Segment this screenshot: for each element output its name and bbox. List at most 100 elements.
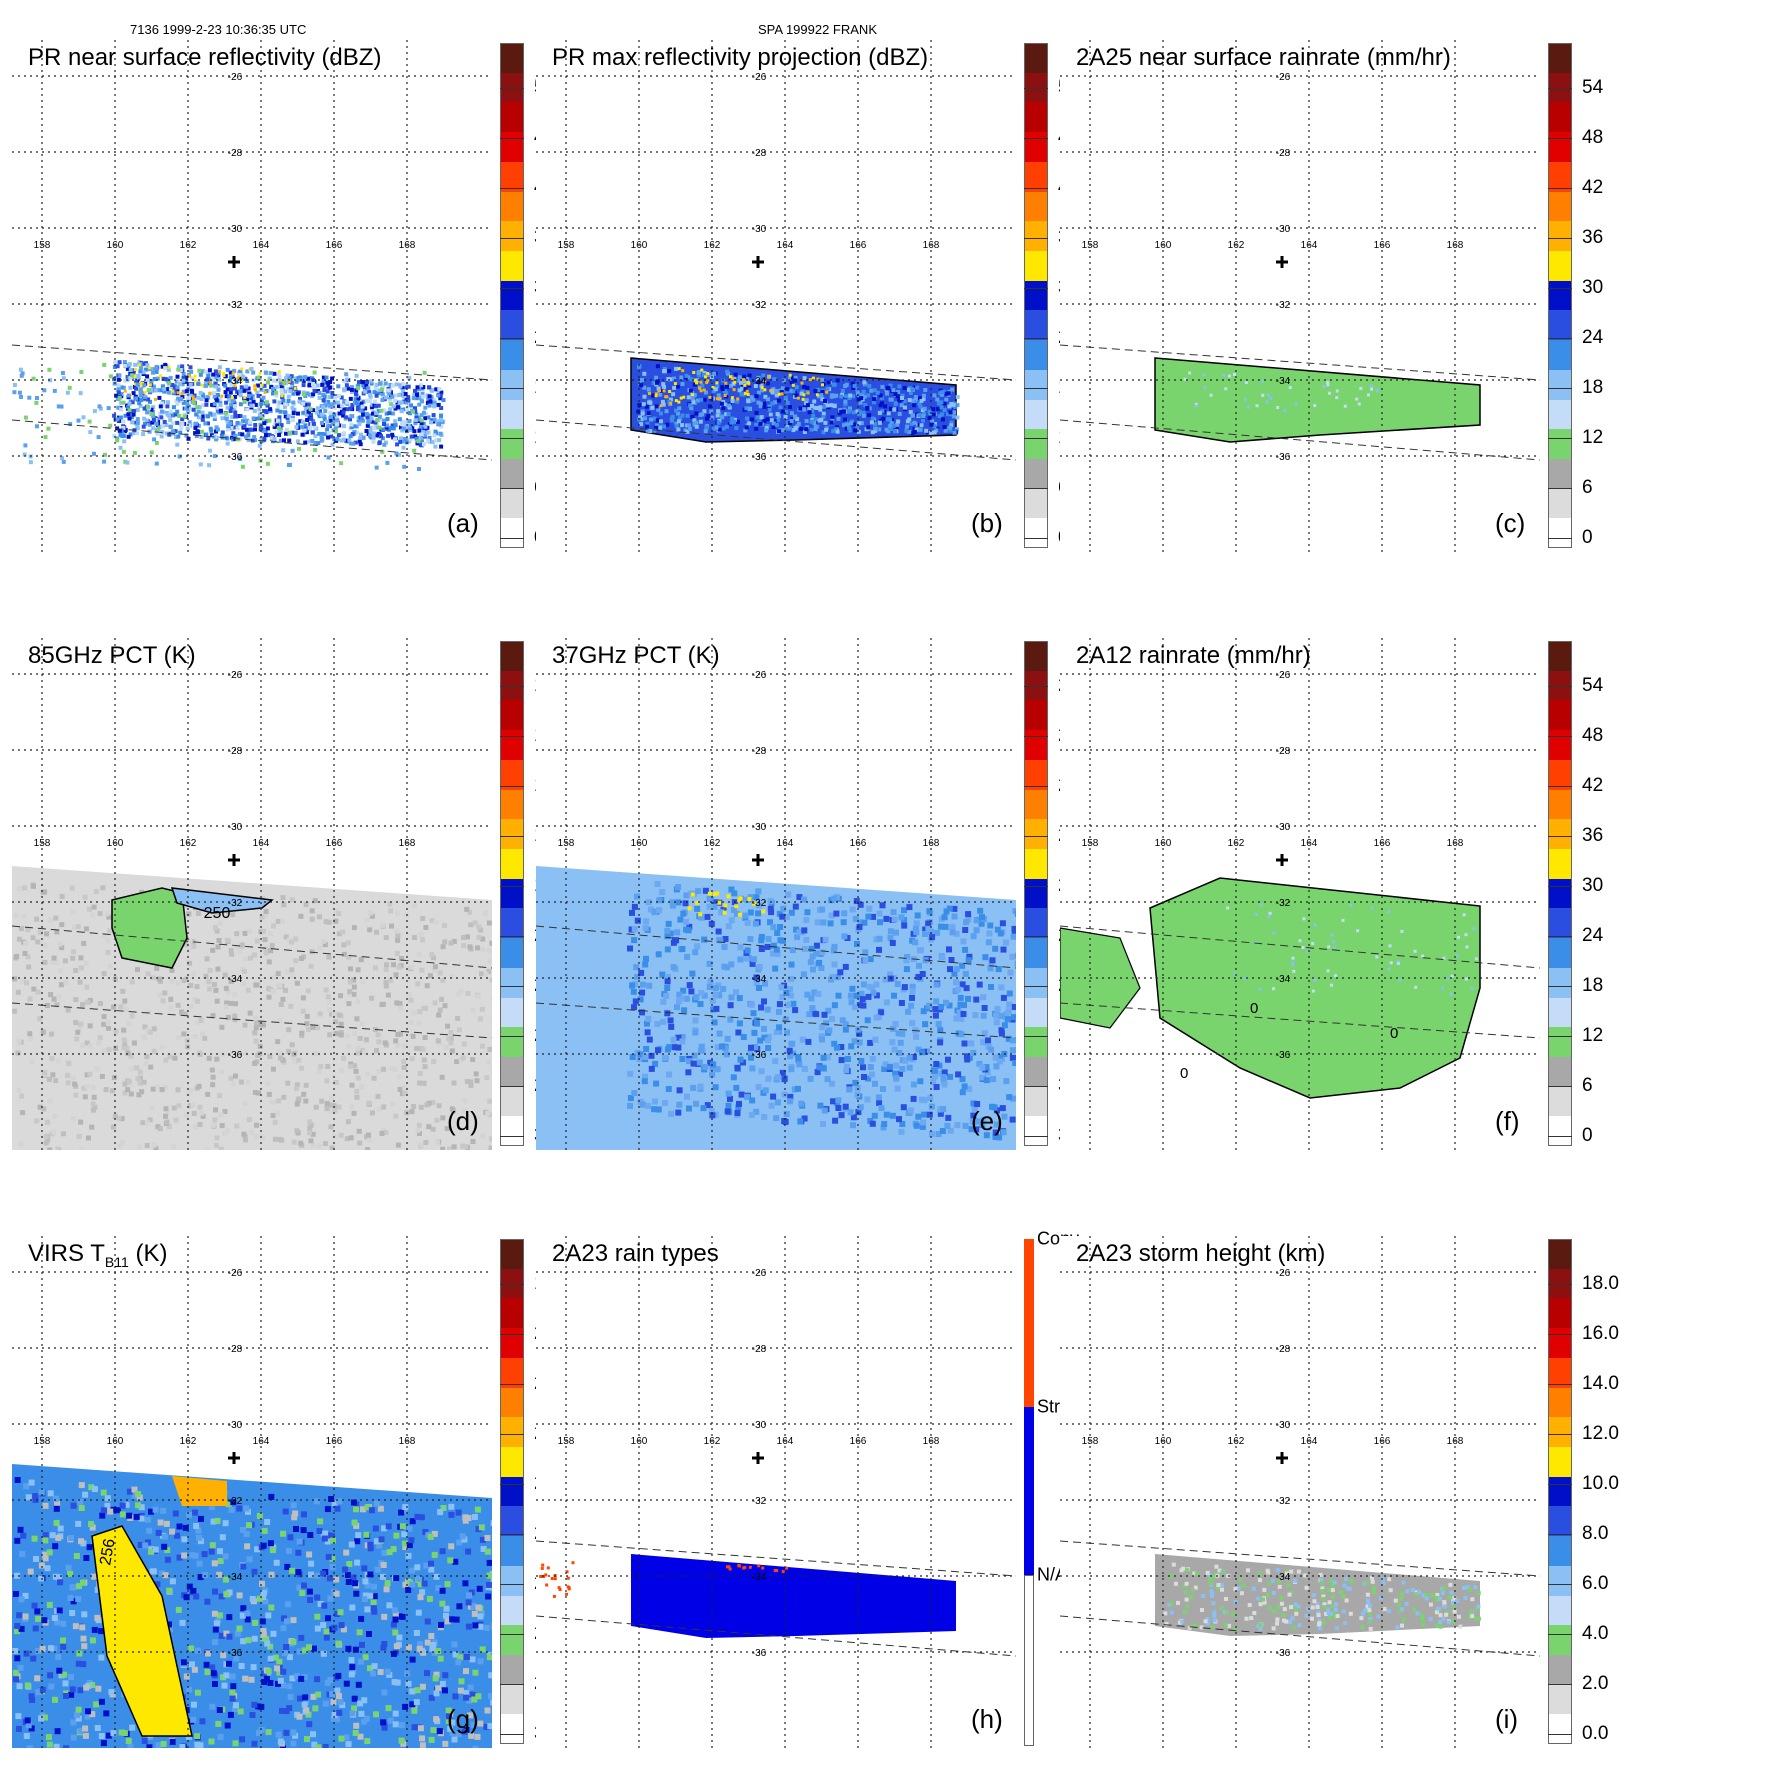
lon-label: 160 xyxy=(107,240,124,251)
colorbar-tick xyxy=(1024,338,1048,339)
colorbar-tick-label: 18.0 xyxy=(1582,1273,1619,1295)
lon-label: 162 xyxy=(180,240,197,251)
storm-center-marker xyxy=(752,854,764,866)
lon-label: 164 xyxy=(253,838,270,849)
lon-label: 160 xyxy=(107,1436,124,1447)
panel-title: PR near surface reflectivity (dBZ) xyxy=(28,44,381,72)
panel-label: (b) xyxy=(971,508,1003,539)
lon-label: 168 xyxy=(923,838,940,849)
colorbar-tick xyxy=(500,488,524,489)
lat-label: -32 xyxy=(228,898,243,909)
lat-label: -34 xyxy=(1276,1572,1291,1583)
colorbar-tick xyxy=(500,1634,524,1635)
colorbar-frame xyxy=(1024,641,1048,1146)
colorbar-tick xyxy=(500,1284,524,1285)
colorbar-tick-label: 12.0 xyxy=(1582,1423,1619,1445)
colorbar-tick xyxy=(1548,138,1572,139)
lon-label: 162 xyxy=(180,838,197,849)
colorbar-tick xyxy=(500,238,524,239)
rain-region xyxy=(1155,358,1480,442)
lat-label: -28 xyxy=(228,148,243,159)
map-grid xyxy=(1060,40,1540,552)
colorbar-tick-label: 6 xyxy=(1582,477,1593,499)
storm-center-marker xyxy=(1276,854,1288,866)
lon-label: 166 xyxy=(1374,838,1391,849)
lat-label: -36 xyxy=(228,1648,243,1659)
lat-label: -32 xyxy=(752,898,767,909)
contour-label: 0 xyxy=(1250,1000,1258,1017)
colorbar-tick-label: 12 xyxy=(1582,1025,1603,1047)
storm-center-marker xyxy=(752,256,764,268)
rain-region xyxy=(1150,878,1480,1098)
colorbar-tick-label: 48 xyxy=(1582,725,1603,747)
colorbar-tick xyxy=(500,1086,524,1087)
colorbar-tick xyxy=(1024,986,1048,987)
colorbar-segment-strat xyxy=(1024,1407,1034,1575)
lon-label: 160 xyxy=(107,838,124,849)
colorbar-tick xyxy=(1548,1734,1572,1735)
colorbar-tick xyxy=(1024,886,1048,887)
colorbar-segment-na xyxy=(1024,1575,1034,1746)
lat-label: -28 xyxy=(1276,148,1291,159)
storm-center-marker xyxy=(228,1452,240,1464)
colorbar-tick xyxy=(500,88,524,89)
colorbar-tick xyxy=(1024,188,1048,189)
panel-title: 2A23 storm height (km) xyxy=(1076,1240,1325,1268)
lat-label: -30 xyxy=(228,1420,243,1431)
lon-label: 160 xyxy=(631,838,648,849)
colorbar-tick xyxy=(1024,1136,1048,1137)
colorbar-tick-label: 12 xyxy=(1582,427,1603,449)
lon-label: 168 xyxy=(399,1436,416,1447)
colorbar-tick xyxy=(1548,1086,1572,1087)
map-grid xyxy=(1060,1236,1540,1748)
colorbar-frame xyxy=(500,1239,524,1744)
lon-label: 158 xyxy=(558,1436,575,1447)
colorbar-tick xyxy=(500,188,524,189)
colorbar-tick-label: 0 xyxy=(1582,1125,1593,1147)
lat-label: -30 xyxy=(228,224,243,235)
colorbar-frame xyxy=(1024,43,1048,548)
colorbar-tick xyxy=(1024,836,1048,837)
colorbar-tick-label: 2.0 xyxy=(1582,1673,1608,1695)
colorbar-tick xyxy=(1548,886,1572,887)
lat-label: -28 xyxy=(1276,1344,1291,1355)
lon-label: 158 xyxy=(558,838,575,849)
lat-label: -36 xyxy=(1276,1648,1291,1659)
colorbar-tick xyxy=(1548,1684,1572,1685)
colorbar-tick xyxy=(500,438,524,439)
colorbar-tick xyxy=(500,886,524,887)
lon-label: 162 xyxy=(180,1436,197,1447)
colorbar-tick-label: 8.0 xyxy=(1582,1523,1608,1545)
colorbar-tick-label: 24 xyxy=(1582,925,1603,947)
colorbar-tick xyxy=(500,1036,524,1037)
colorbar-tick xyxy=(500,138,524,139)
lon-label: 164 xyxy=(1301,838,1318,849)
panel-title: PR max reflectivity projection (dBZ) xyxy=(552,44,928,72)
colorbar-tick xyxy=(1024,388,1048,389)
lat-label: -36 xyxy=(228,452,243,463)
colorbar-tick xyxy=(1024,488,1048,489)
lat-label: -34 xyxy=(752,1572,767,1583)
colorbar-tick xyxy=(1024,138,1048,139)
colorbar: 234243252261270279288297306315 xyxy=(1024,641,1048,1146)
colorbar-tick xyxy=(1548,488,1572,489)
colorbar-tick xyxy=(500,1584,524,1585)
lon-label: 158 xyxy=(34,838,51,849)
colorbar-tick xyxy=(1548,388,1572,389)
lat-label: -30 xyxy=(228,822,243,833)
colorbar-tick xyxy=(500,736,524,737)
colorbar-tick xyxy=(1548,1284,1572,1285)
lat-label: -32 xyxy=(228,300,243,311)
lon-label: 162 xyxy=(1228,1436,1245,1447)
lat-label: -34 xyxy=(752,974,767,985)
lon-label: 166 xyxy=(1374,1436,1391,1447)
rain-echo-field xyxy=(539,1561,574,1598)
lon-label: 168 xyxy=(399,240,416,251)
